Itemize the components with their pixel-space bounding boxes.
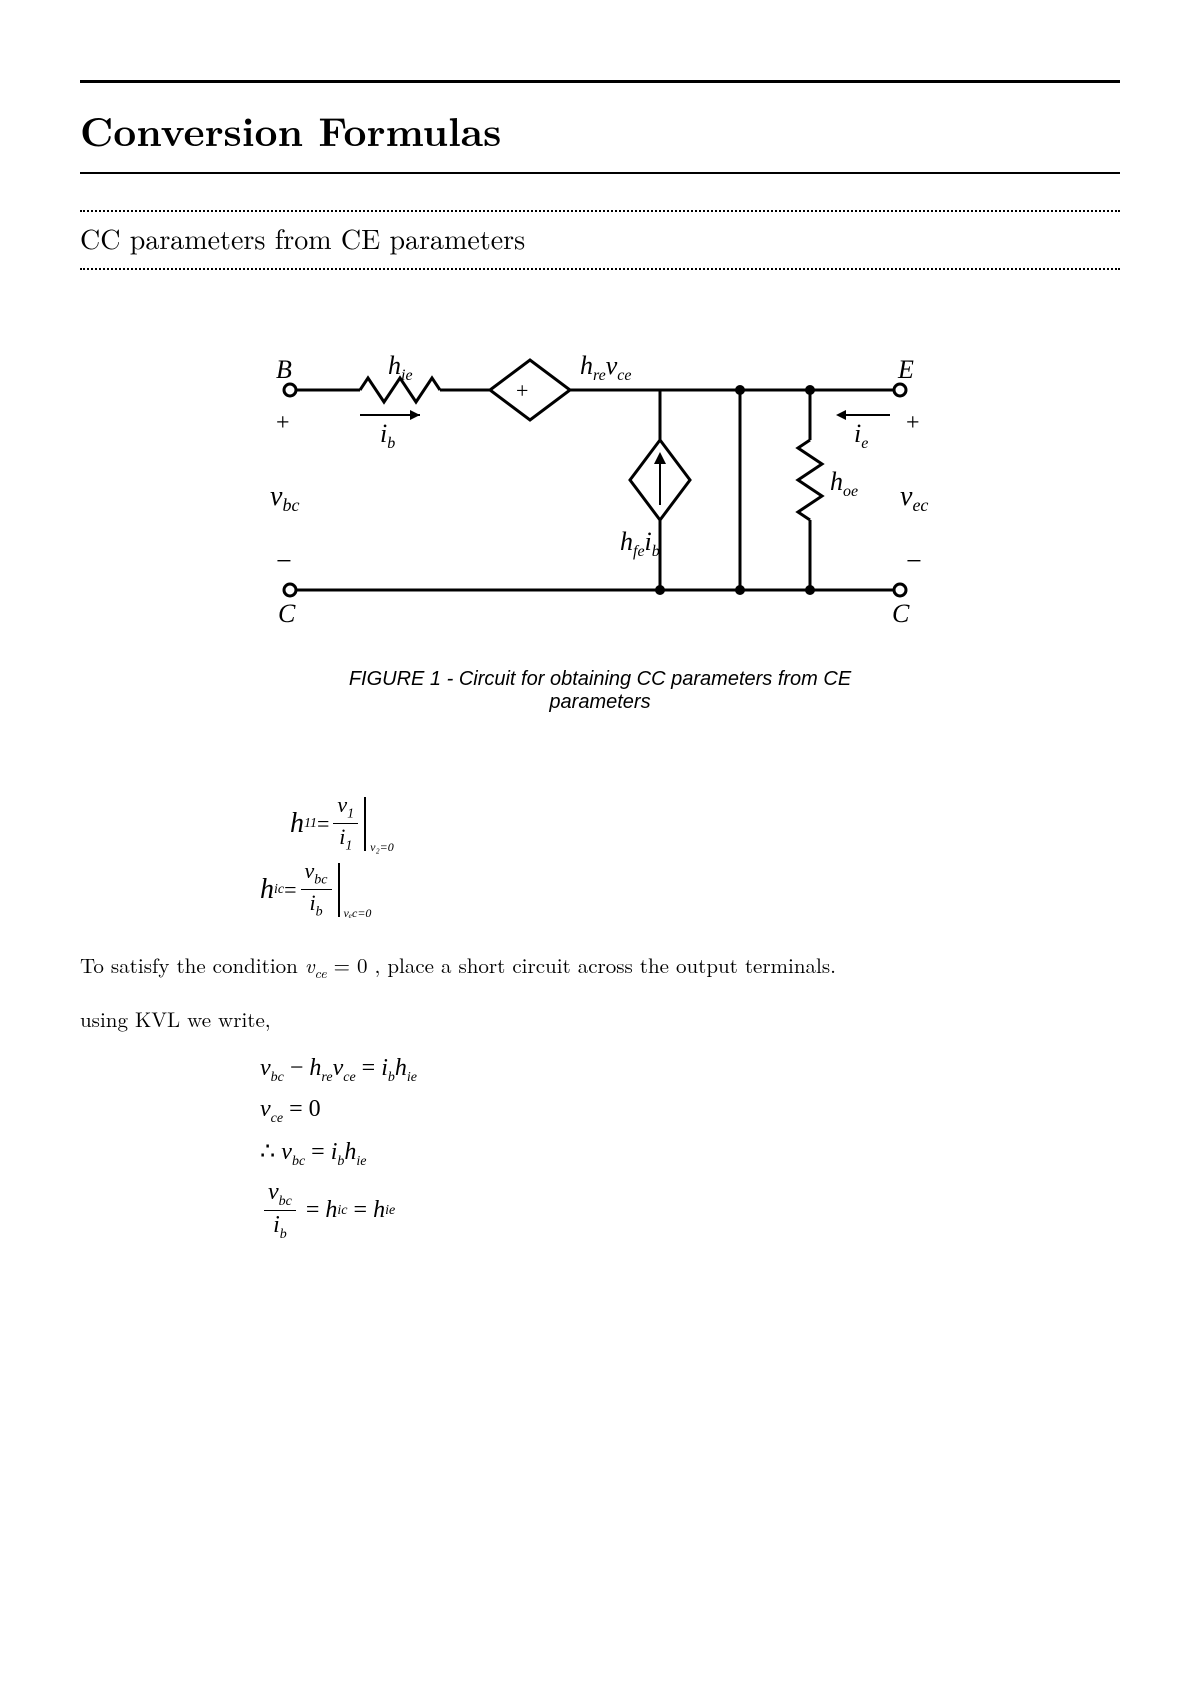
svg-text:−: −: [906, 546, 922, 577]
svg-text:hrevce: hrevce: [580, 351, 631, 384]
label-C-right: C: [892, 599, 910, 628]
label-C-left: C: [278, 599, 296, 628]
svg-text:ib: ib: [380, 419, 395, 452]
svg-text:−: −: [276, 546, 292, 577]
deriv-line-4: vbc ib = hic = hie: [260, 1180, 1120, 1243]
label-B: B: [276, 355, 292, 384]
subtitle-block: CC parameters from CE parameters: [80, 210, 1120, 270]
figure-caption: FIGURE 1 - Circuit for obtaining CC para…: [80, 668, 1120, 714]
deriv-line-2: vce = 0: [260, 1096, 1120, 1127]
equation-block-1: h11 = v1 i1 v₂=0 hic = vbc ib vₑc=0: [260, 794, 1120, 920]
svg-text:+: +: [276, 410, 290, 436]
para-condition: To satisfy the condition vce = 0 , place…: [80, 950, 1120, 984]
svg-text:vbc: vbc: [270, 481, 299, 515]
eq-h11: h11 = v1 i1 v₂=0: [260, 794, 1120, 854]
svg-text:vec: vec: [900, 481, 928, 515]
derivation-block: vbc − hrevce = ibhie vce = 0 ∴ vbc = ibh…: [260, 1055, 1120, 1242]
svg-text:ie: ie: [854, 419, 868, 452]
page-title: Conversion Formulas: [80, 101, 1120, 158]
deriv-line-1: vbc − hrevce = ibhie: [260, 1055, 1120, 1086]
deriv-line-3: ∴ vbc = ibhie: [260, 1137, 1120, 1170]
label-E: E: [897, 355, 914, 384]
section-subtitle: CC parameters from CE parameters: [80, 218, 1120, 258]
svg-text:hoe: hoe: [830, 467, 858, 500]
svg-text:+: +: [516, 378, 528, 403]
para-kvl: using KVL we write,: [80, 1004, 1120, 1036]
svg-text:hfeib: hfeib: [620, 527, 660, 560]
circuit-diagram: +: [240, 330, 960, 650]
eq-hic: hic = vbc ib vₑc=0: [260, 860, 1120, 920]
svg-text:+: +: [906, 410, 920, 436]
title-block: Conversion Formulas: [80, 80, 1120, 174]
figure-1: +: [80, 330, 1120, 714]
svg-text:hie: hie: [388, 351, 413, 384]
